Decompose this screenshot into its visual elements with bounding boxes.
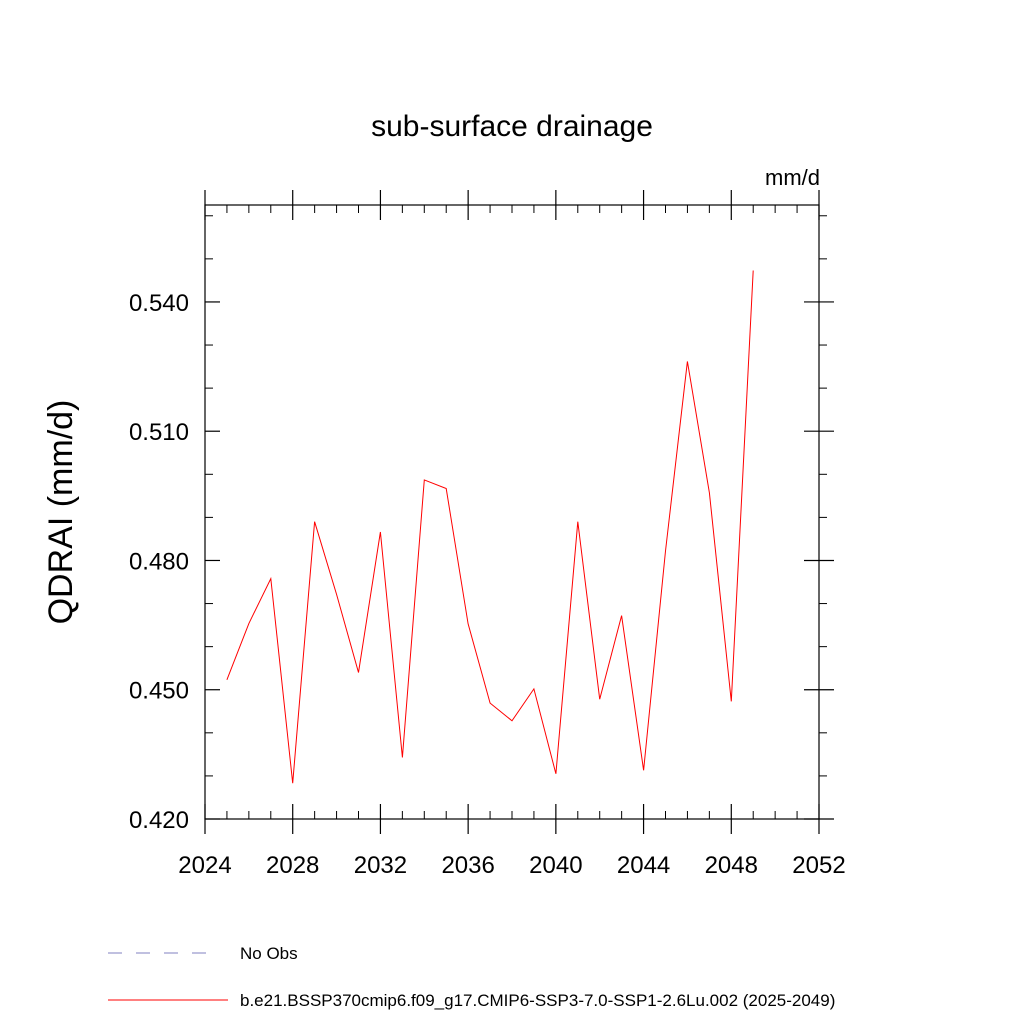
y-axis-label: QDRAI (mm/d) — [42, 400, 80, 625]
legend-label-model: b.e21.BSSP370cmip6.f09_g17.CMIP6-SSP3-7.… — [240, 991, 835, 1010]
legend-label-no-obs: No Obs — [240, 944, 298, 963]
x-tick-label: 2024 — [178, 852, 231, 879]
tick-labels: 2024 2028 2032 2036 2040 2044 2048 2052 0.420 0.4… — [129, 290, 846, 879]
x-tick-label: 2040 — [529, 852, 582, 879]
y-tick-label: 0.510 — [129, 419, 189, 446]
chart-title: sub-surface drainage — [371, 110, 653, 143]
series-line-0 — [226, 270, 754, 784]
y-tick-label: 0.420 — [129, 807, 189, 834]
units-label: mm/d — [765, 165, 820, 190]
x-tick-label: 2048 — [705, 852, 758, 879]
plot-frame — [204, 204, 820, 820]
y-tick-label: 0.540 — [129, 290, 189, 317]
y-tick-label: 0.480 — [129, 548, 189, 575]
x-tick-label: 2032 — [354, 852, 407, 879]
series-lines — [226, 270, 754, 784]
x-tick-label: 2028 — [266, 852, 319, 879]
x-tick-label: 2044 — [617, 852, 670, 879]
y-tick-label: 0.450 — [129, 678, 189, 705]
x-tick-label: 2052 — [792, 852, 845, 879]
x-tick-label: 2036 — [441, 852, 494, 879]
axis-ticks — [204, 190, 834, 834]
legend: No Obs b.e21.BSSP370cmip6.f09_g17.CMIP6-… — [108, 944, 835, 1010]
